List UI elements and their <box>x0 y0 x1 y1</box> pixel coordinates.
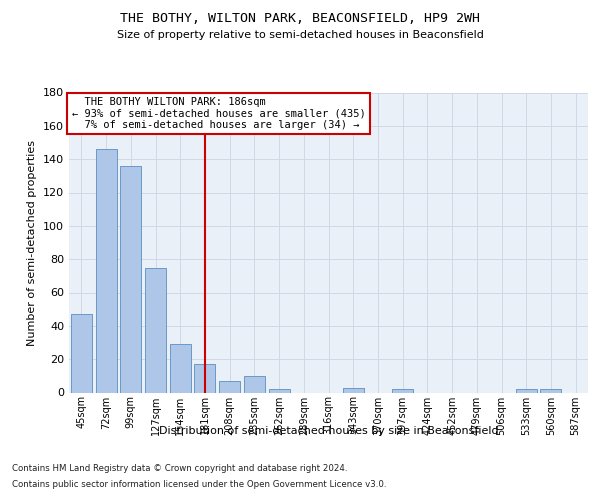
Bar <box>71 314 92 392</box>
Bar <box>392 389 413 392</box>
Text: Contains HM Land Registry data © Crown copyright and database right 2024.: Contains HM Land Registry data © Crown c… <box>12 464 347 473</box>
Bar <box>170 344 191 393</box>
Text: Contains public sector information licensed under the Open Government Licence v3: Contains public sector information licen… <box>12 480 386 489</box>
Bar <box>194 364 215 392</box>
Y-axis label: Number of semi-detached properties: Number of semi-detached properties <box>28 140 37 346</box>
Bar <box>120 166 141 392</box>
Bar <box>269 389 290 392</box>
Text: THE BOTHY WILTON PARK: 186sqm
← 93% of semi-detached houses are smaller (435)
  : THE BOTHY WILTON PARK: 186sqm ← 93% of s… <box>71 97 365 130</box>
Text: THE BOTHY, WILTON PARK, BEACONSFIELD, HP9 2WH: THE BOTHY, WILTON PARK, BEACONSFIELD, HP… <box>120 12 480 26</box>
Bar <box>244 376 265 392</box>
Text: Size of property relative to semi-detached houses in Beaconsfield: Size of property relative to semi-detach… <box>116 30 484 40</box>
Bar <box>343 388 364 392</box>
Bar <box>95 149 116 392</box>
Bar <box>145 268 166 392</box>
Bar <box>516 389 537 392</box>
Bar <box>541 389 562 392</box>
Bar <box>219 381 240 392</box>
Text: Distribution of semi-detached houses by size in Beaconsfield: Distribution of semi-detached houses by … <box>159 426 499 436</box>
